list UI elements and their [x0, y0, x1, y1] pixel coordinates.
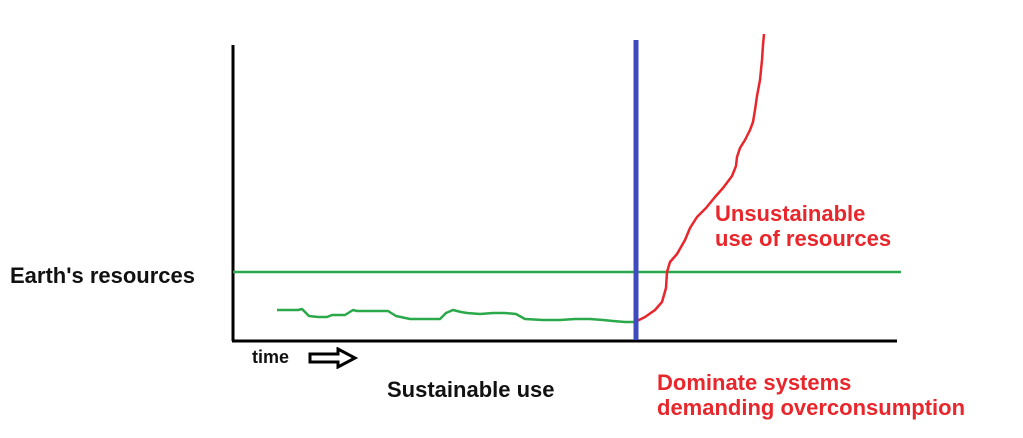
unsustainable-line-1: Unsustainable: [715, 201, 866, 226]
sustainable-use-label: Sustainable use: [387, 377, 555, 402]
earth-resources-label: Earth's resources: [10, 263, 195, 288]
dominate-systems-label: Dominate systems demanding overconsumpti…: [657, 370, 966, 420]
right-arrow-icon: [308, 347, 358, 369]
dominate-line-1: Dominate systems: [657, 370, 852, 395]
unsustainable-line-2: use of resources: [715, 225, 892, 251]
unsustainable-use-curve: [634, 33, 766, 324]
unsustainable-use-label: Unsustainable use of resources: [715, 201, 892, 251]
sustainable-use-curve: [277, 307, 635, 324]
time-label: time: [252, 347, 290, 367]
dominate-line-2: demanding overconsumption: [657, 394, 966, 420]
